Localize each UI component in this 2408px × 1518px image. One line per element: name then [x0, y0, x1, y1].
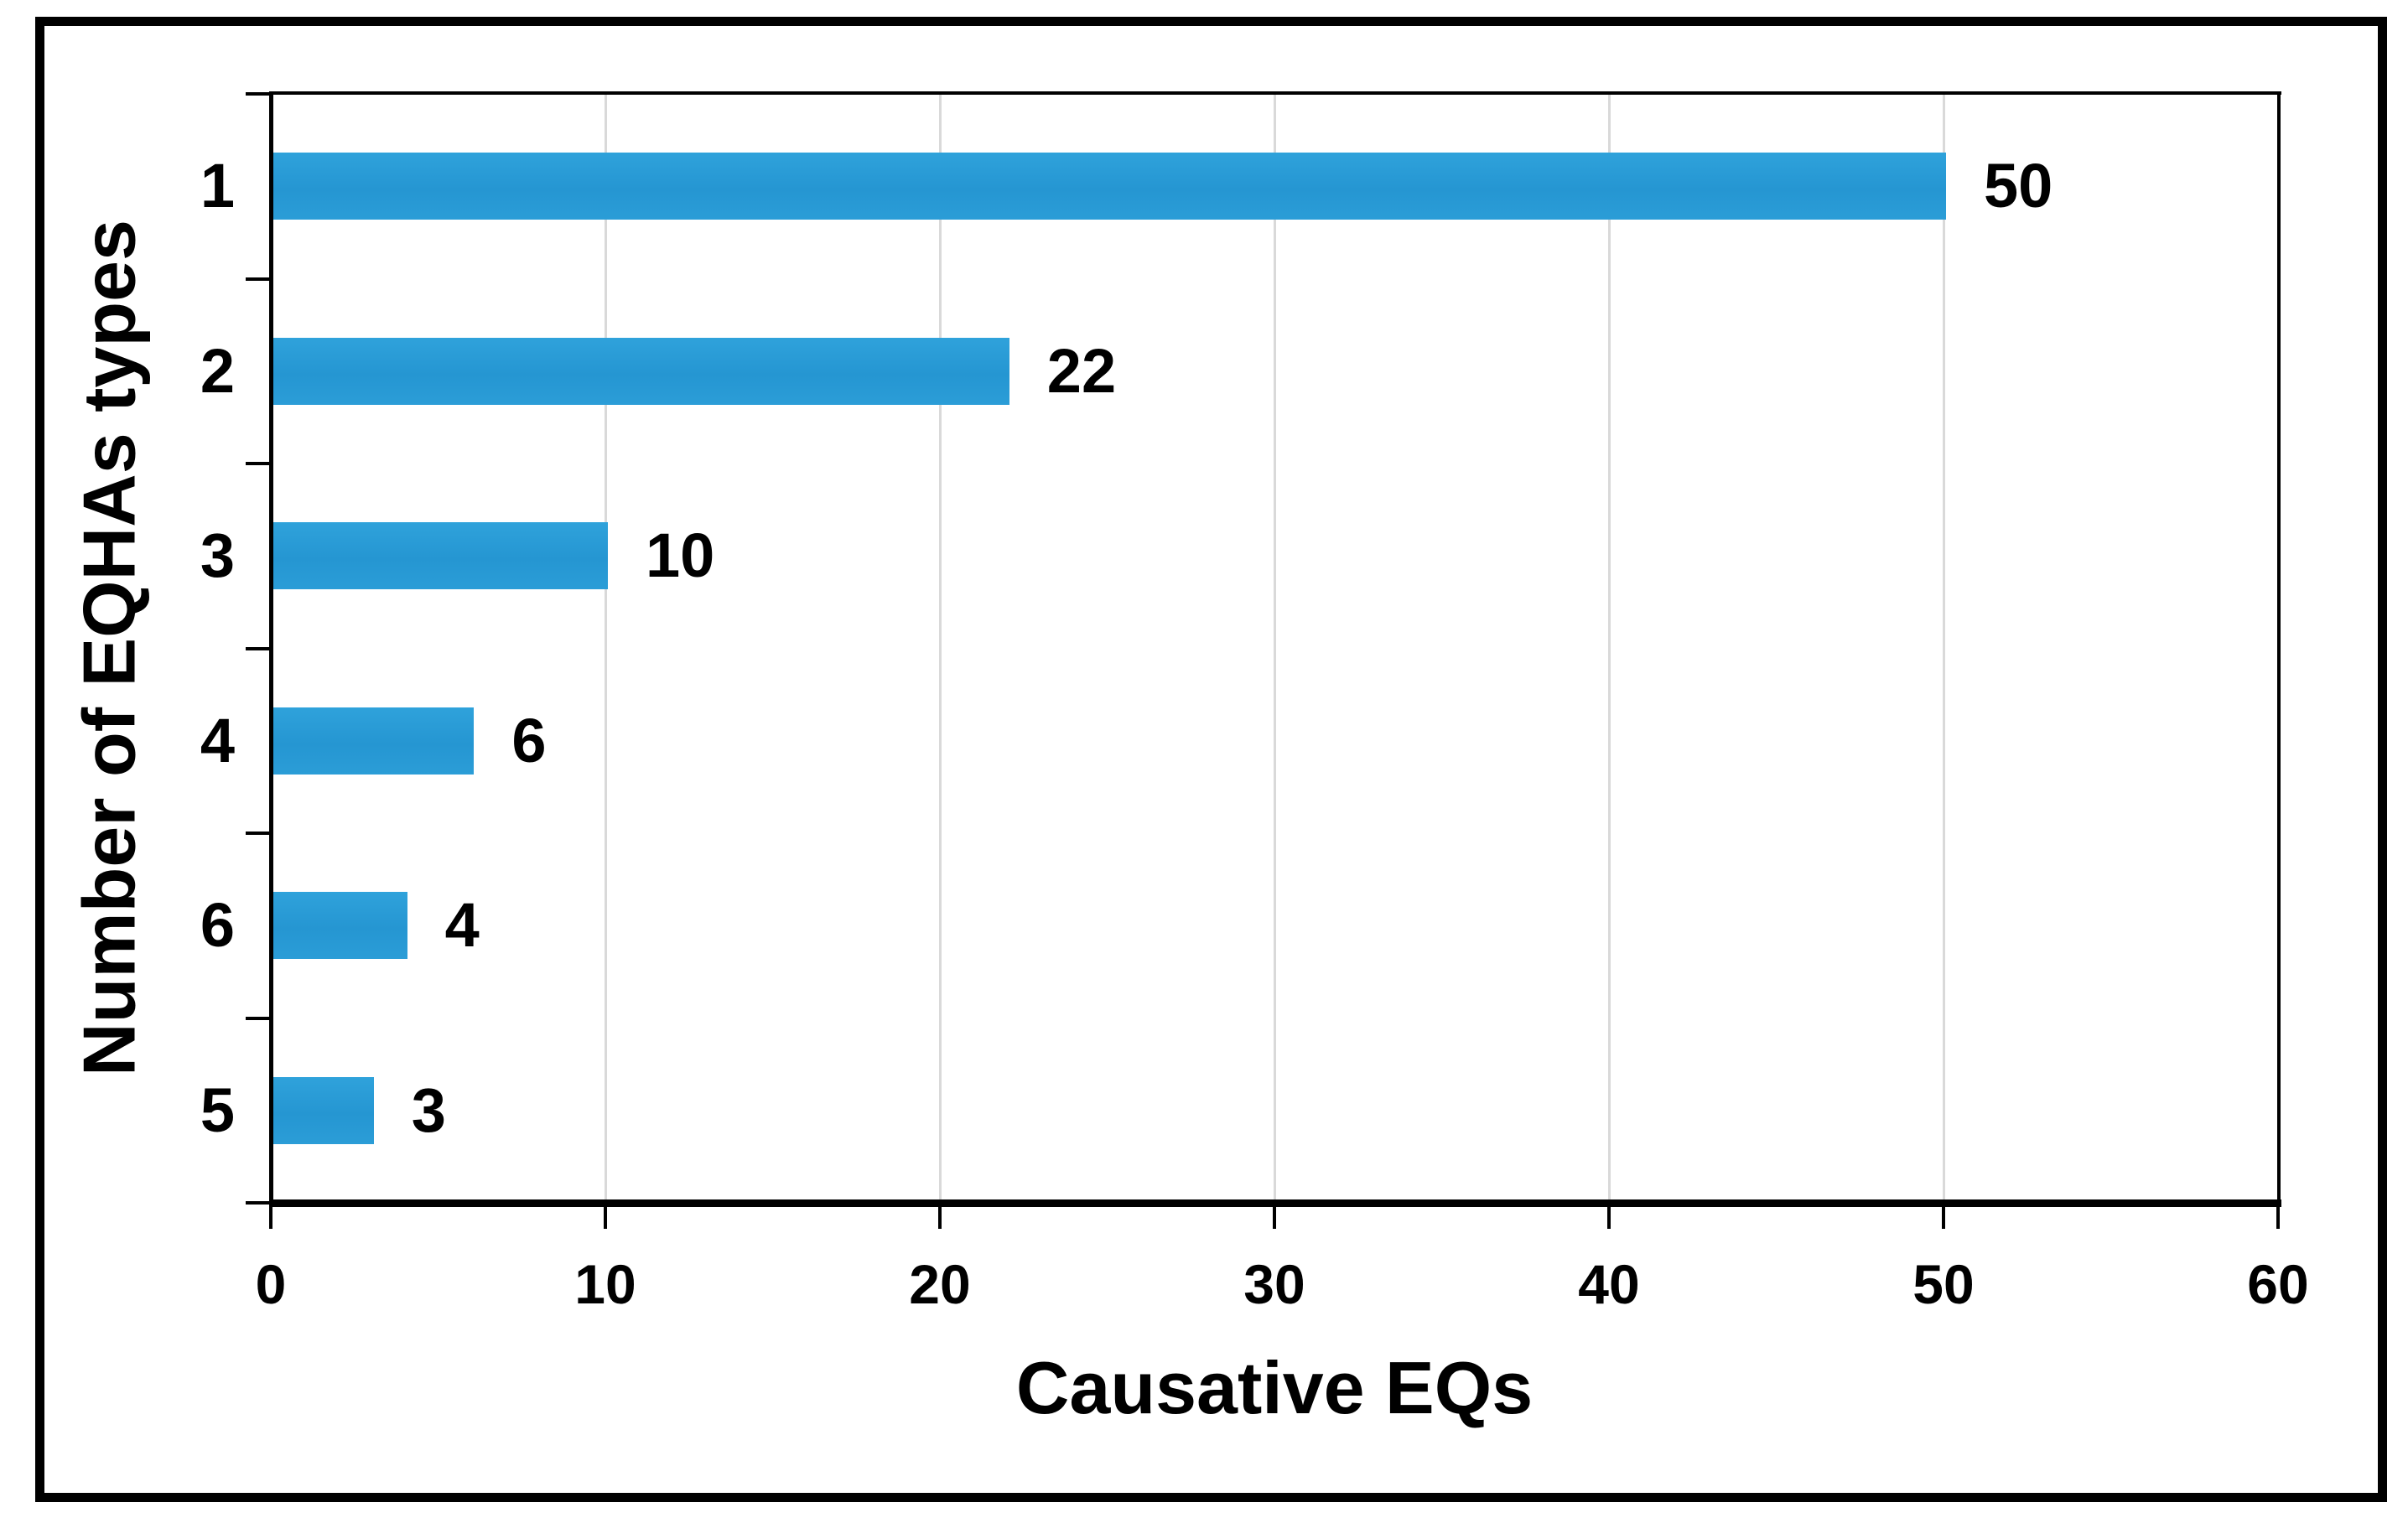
gridline-x-20 [939, 94, 942, 1203]
x-tick-30 [1273, 1207, 1276, 1229]
gridline-x-40 [1608, 94, 1611, 1203]
gridline-x-50 [1943, 94, 1945, 1203]
gridline-x-10 [605, 94, 607, 1203]
x-tick-label: 20 [909, 1253, 971, 1315]
y-tick-4 [246, 832, 271, 835]
value-label: 50 [1984, 151, 2053, 221]
y-tick-0 [246, 92, 271, 96]
value-label: 22 [1046, 335, 1117, 406]
bar-category-5 [273, 1076, 374, 1144]
category-label: 6 [200, 890, 235, 961]
x-tick-10 [604, 1207, 607, 1229]
x-tick-label: 30 [1243, 1253, 1305, 1315]
y-tick-2 [246, 462, 271, 465]
plot-top-border [269, 91, 2281, 95]
category-label: 4 [200, 705, 235, 775]
x-tick-label: 50 [1912, 1253, 1975, 1315]
category-label: 2 [200, 335, 235, 406]
x-tick-60 [2276, 1207, 2280, 1229]
x-tick-50 [1942, 1207, 1945, 1229]
y-tick-3 [246, 646, 271, 650]
y-tick-6 [246, 1201, 271, 1205]
bar-category-3 [273, 522, 608, 590]
x-tick-label: 60 [2247, 1253, 2309, 1315]
y-tick-5 [246, 1016, 271, 1020]
value-label: 10 [646, 521, 715, 591]
category-label: 1 [200, 151, 235, 221]
value-label: 4 [444, 890, 480, 961]
x-tick-label: 0 [255, 1253, 287, 1315]
value-label: 3 [411, 1075, 446, 1145]
y-axis-line [269, 91, 273, 1204]
gridline-x-30 [1274, 94, 1276, 1203]
y-axis-title: Number of EQHAs types [67, 220, 151, 1076]
bar-category-4 [273, 707, 475, 775]
x-tick-0 [269, 1207, 272, 1229]
x-tick-label: 10 [574, 1253, 636, 1315]
x-tick-label: 40 [1578, 1253, 1640, 1315]
bar-category-1 [273, 153, 1946, 220]
x-axis-line [269, 1199, 2281, 1207]
x-axis-title: Causative EQs [1015, 1346, 1534, 1429]
category-label: 3 [200, 521, 235, 591]
value-label: 6 [511, 705, 547, 775]
bar-category-2 [273, 337, 1009, 405]
figure-border [35, 17, 2387, 1502]
y-tick-1 [246, 277, 271, 281]
bar-category-6 [273, 892, 407, 960]
plot-right-border [2277, 91, 2281, 1204]
category-label: 5 [200, 1075, 235, 1145]
x-tick-40 [1607, 1207, 1611, 1229]
x-tick-20 [938, 1207, 942, 1229]
